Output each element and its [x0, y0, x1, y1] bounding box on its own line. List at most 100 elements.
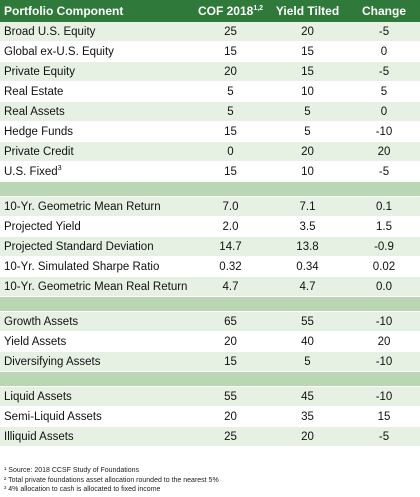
cof-value: 15	[192, 161, 269, 182]
row-label-text: Real Estate	[4, 85, 64, 98]
row-label-text: Private Equity	[4, 65, 75, 78]
cof-value: 25	[192, 426, 269, 447]
cof-value: 15	[192, 121, 269, 142]
separator-cell	[0, 181, 420, 197]
header-cof-footnote: 1,2	[253, 5, 264, 12]
row-label-text: Private Credit	[4, 145, 74, 158]
cof-value: 20	[192, 406, 269, 427]
cof-value: 14.7	[192, 236, 269, 257]
table-row: Broad U.S. Equity 25 20 -5	[0, 22, 420, 42]
table-row: Liquid Assets 55 45 -10	[0, 386, 420, 407]
yield-value: 20	[269, 22, 346, 42]
table-row: 10-Yr. Simulated Sharpe Ratio 0.32 0.34 0.0…	[0, 256, 420, 277]
row-label: Projected Standard Deviation	[0, 236, 192, 257]
yield-value: 7.1	[269, 196, 346, 217]
table-row: 10-Yr. Geometric Mean Real Return 4.7 4.7 0…	[0, 276, 420, 297]
footnote-3: ³ 4% allocation to cash is allocated to …	[4, 486, 161, 493]
table-row: Projected Standard Deviation 14.7 13.8 -0.9	[0, 236, 420, 257]
cof-value: 55	[192, 386, 269, 407]
header-cof-label: COF 2018	[197, 4, 254, 18]
change-value: 0.1	[346, 196, 420, 217]
yield-value: 15	[269, 41, 346, 62]
table-row: Private Credit 0 20 20	[0, 141, 420, 162]
yield-value: 20	[269, 141, 346, 162]
cof-value: 65	[192, 311, 269, 332]
table-header-row: Portfolio Component COF 20181,2 Yield Ti…	[0, 0, 420, 22]
yield-value: 3.5	[269, 216, 346, 237]
allocation-table: Portfolio Component COF 20181,2 Yield Ti…	[0, 0, 420, 447]
footnotes: ¹ Source: 2018 CCSF Study of Foundations…	[4, 466, 219, 495]
yield-value: 40	[269, 331, 346, 352]
row-label: 10-Yr. Simulated Sharpe Ratio	[0, 256, 192, 277]
row-label-text: Global ex-U.S. Equity	[4, 45, 114, 58]
separator-cell	[0, 371, 420, 387]
cof-value: 25	[192, 22, 269, 42]
row-label: Semi-Liquid Assets	[0, 406, 192, 427]
change-value: -10	[346, 386, 420, 407]
row-label-text: Yield Assets	[4, 335, 67, 348]
footnote-2: ² Total private foundations asset alloca…	[4, 476, 219, 484]
row-label: Hedge Funds	[0, 121, 192, 142]
change-value: 0.0	[346, 276, 420, 297]
row-label: Real Estate	[0, 81, 192, 102]
row-label-text: Growth Assets	[4, 315, 79, 328]
row-label-text: Semi-Liquid Assets	[4, 410, 102, 423]
cof-value: 5	[192, 101, 269, 122]
section-separator	[0, 296, 420, 312]
yield-value: 35	[269, 406, 346, 427]
row-label-text: 10-Yr. Geometric Mean Return	[4, 200, 161, 213]
change-value: 0	[346, 41, 420, 62]
section-separator	[0, 181, 420, 197]
cof-value: 20	[192, 331, 269, 352]
table-row: Global ex-U.S. Equity 15 15 0	[0, 41, 420, 62]
row-label: 10-Yr. Geometric Mean Real Return	[0, 276, 192, 297]
row-label: Yield Assets	[0, 331, 192, 352]
cof-value: 7.0	[192, 196, 269, 217]
change-value: -5	[346, 161, 420, 182]
yield-value: 10	[269, 161, 346, 182]
separator-cell	[0, 296, 420, 312]
change-value: -5	[346, 22, 420, 42]
yield-value: 4.7	[269, 276, 346, 297]
change-value: 20	[346, 141, 420, 162]
change-value: -10	[346, 311, 420, 332]
table-row: Hedge Funds 15 5 -10	[0, 121, 420, 142]
change-value: -5	[346, 426, 420, 447]
table-row: Illiquid Assets 25 20 -5	[0, 426, 420, 447]
change-value: -0.9	[346, 236, 420, 257]
row-label-text: Projected Standard Deviation	[4, 240, 154, 253]
cof-value: 15	[192, 41, 269, 62]
row-label: Private Credit	[0, 141, 192, 162]
header-change: Change	[346, 0, 420, 22]
row-label: Growth Assets	[0, 311, 192, 332]
change-value: -10	[346, 351, 420, 372]
header-yield: Yield Tilted	[269, 0, 346, 22]
yield-value: 13.8	[269, 236, 346, 257]
row-label-text: U.S. Fixed	[4, 165, 58, 178]
yield-value: 5	[269, 121, 346, 142]
row-label-footnote: 3	[57, 164, 62, 172]
change-value: 0.02	[346, 256, 420, 277]
section-separator	[0, 371, 420, 387]
footnote-1: ¹ Source: 2018 CCSF Study of Foundations	[4, 467, 140, 474]
row-label: Broad U.S. Equity	[0, 22, 192, 42]
row-label-text: Illiquid Assets	[4, 430, 74, 443]
yield-value: 0.34	[269, 256, 346, 277]
yield-value: 45	[269, 386, 346, 407]
change-value: 15	[346, 406, 420, 427]
table-row: Diversifying Assets 15 5 -10	[0, 351, 420, 372]
row-label: Illiquid Assets	[0, 426, 192, 447]
row-label: 10-Yr. Geometric Mean Return	[0, 196, 192, 217]
cof-value: 0	[192, 141, 269, 162]
cof-value: 4.7	[192, 276, 269, 297]
row-label-text: Projected Yield	[4, 220, 81, 233]
table-row: Yield Assets 20 40 20	[0, 331, 420, 352]
row-label-text: 10-Yr. Simulated Sharpe Ratio	[4, 260, 160, 273]
cof-value: 0.32	[192, 256, 269, 277]
row-label-text: Liquid Assets	[4, 390, 72, 403]
table-row: Real Estate 5 10 5	[0, 81, 420, 102]
change-value: 1.5	[346, 216, 420, 237]
row-label-text: Diversifying Assets	[4, 355, 101, 368]
table-row: Growth Assets 65 55 -10	[0, 311, 420, 332]
yield-value: 15	[269, 61, 346, 82]
